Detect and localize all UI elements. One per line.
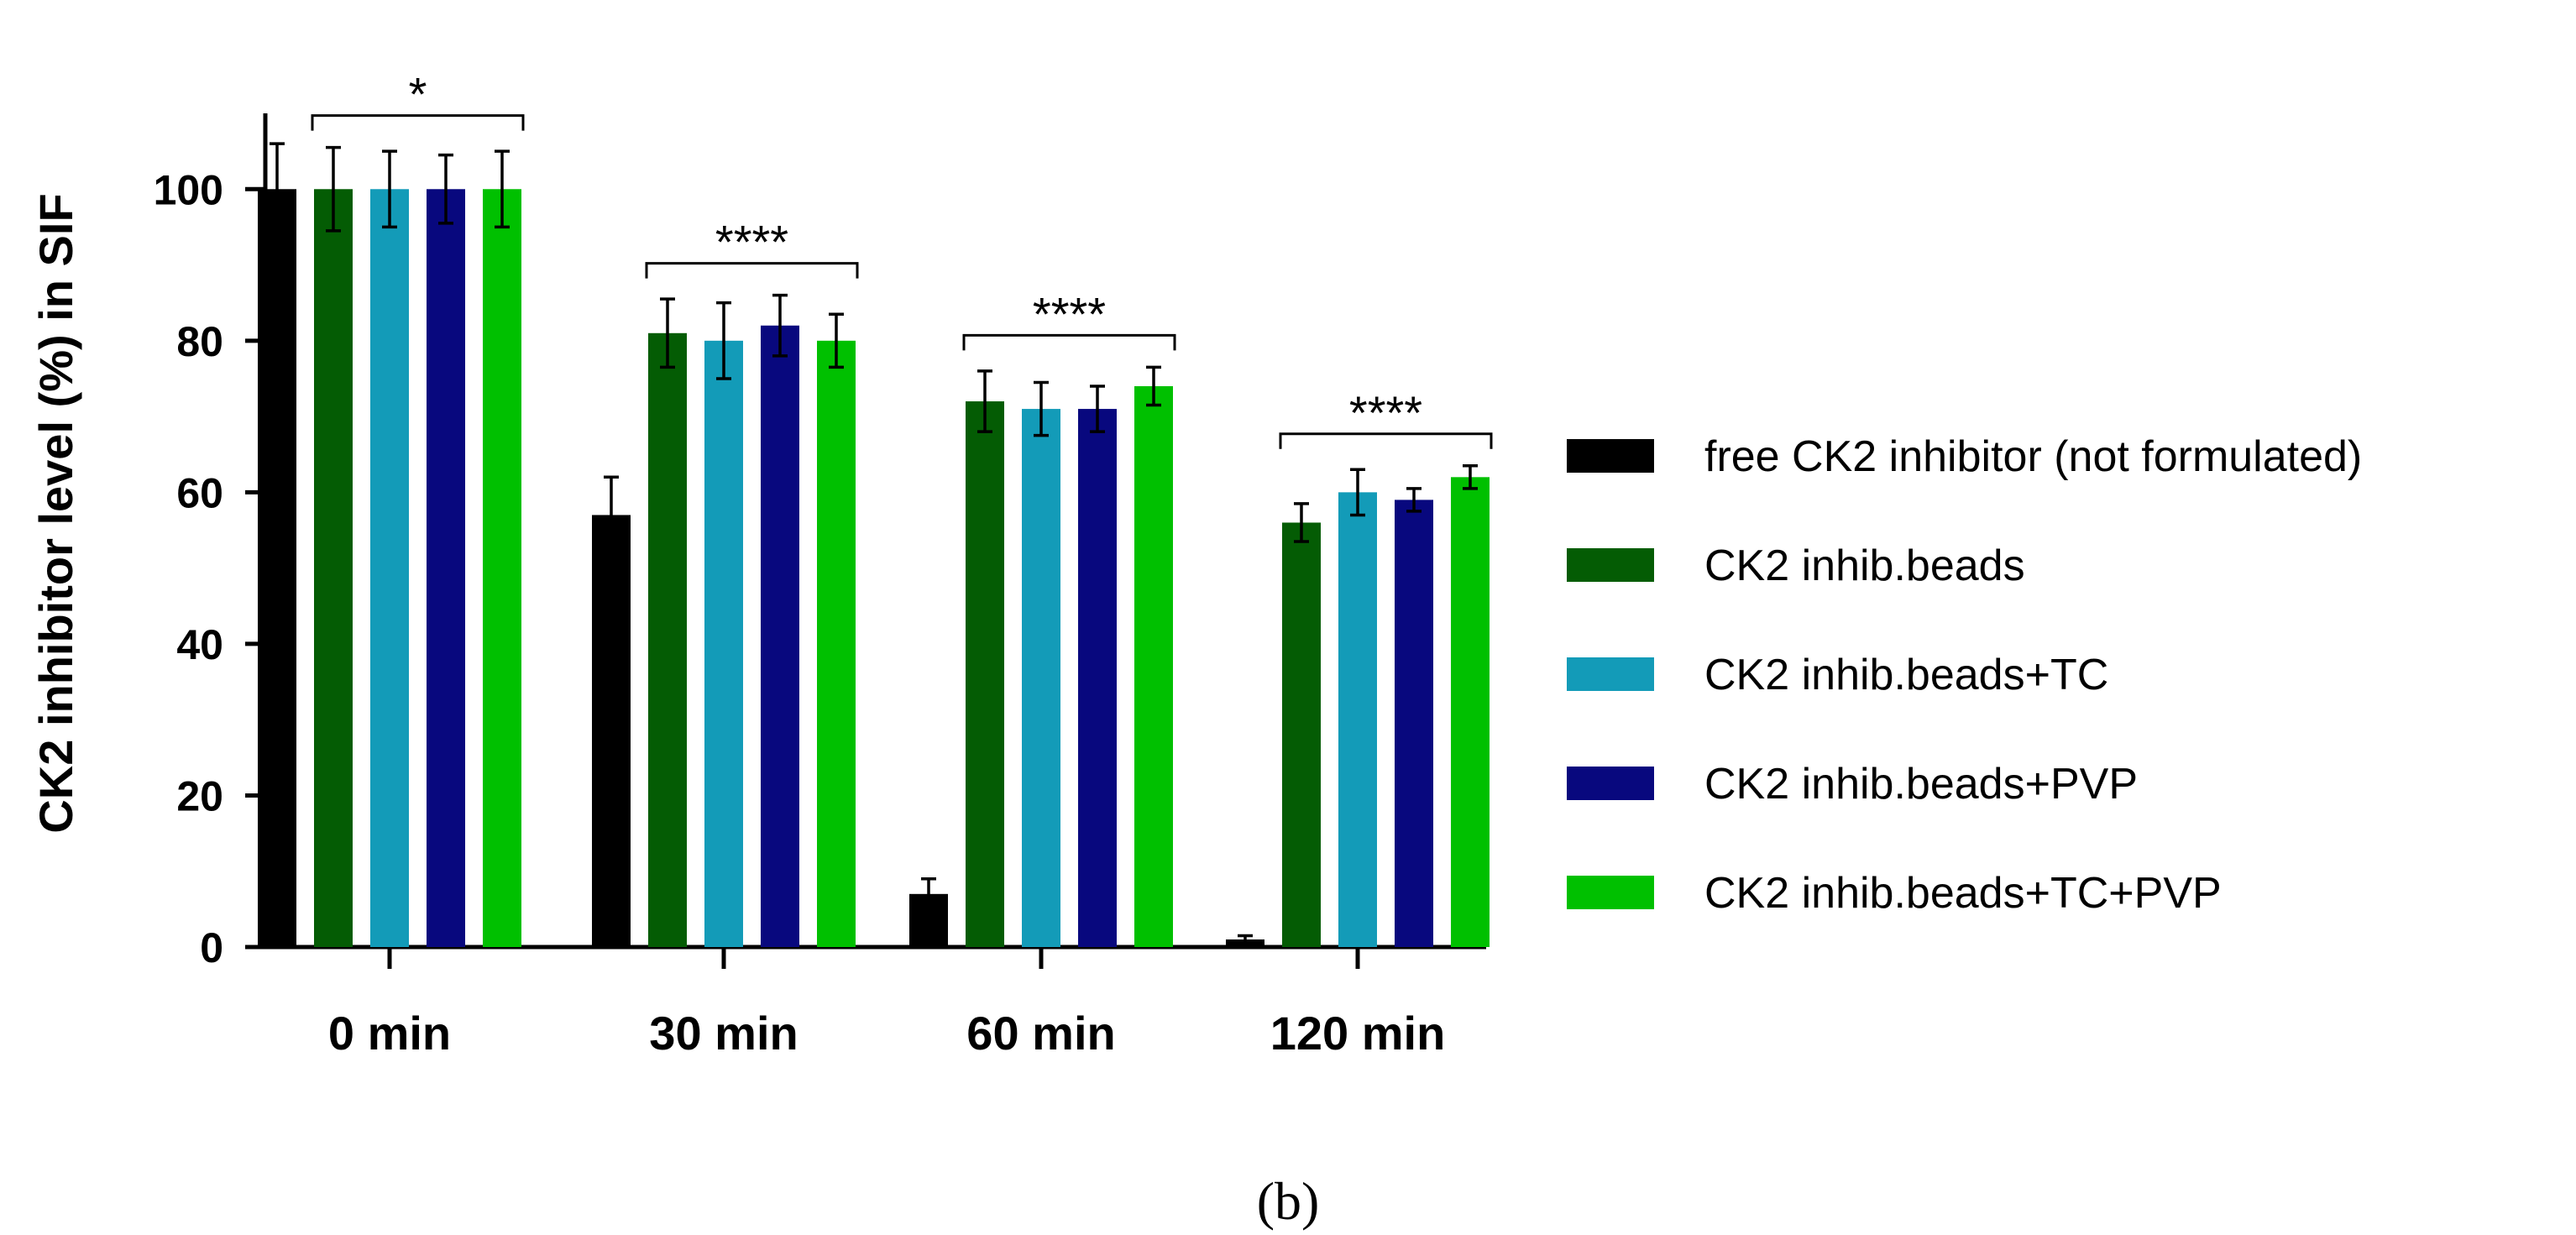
legend: free CK2 inhibitor (not formulated) CK2 i… xyxy=(1567,432,2362,918)
y-tick-label: 20 xyxy=(176,772,223,819)
bar xyxy=(592,515,631,947)
significance-label: * xyxy=(409,68,427,121)
legend-swatch xyxy=(1567,548,1654,582)
bar xyxy=(1078,409,1117,948)
bar xyxy=(370,189,409,948)
bar xyxy=(1134,385,1173,947)
legend-label: CK2 inhib.beads xyxy=(1704,542,2025,590)
y-axis-label: CK2 inhibitor level (%) in SIF xyxy=(29,193,82,833)
significance-label: **** xyxy=(1033,287,1106,340)
error-bars xyxy=(270,142,1478,945)
legend-label: CK2 inhib.beads+PVP xyxy=(1704,760,2138,809)
y-tick-label: 80 xyxy=(176,318,223,365)
bar xyxy=(258,189,296,948)
x-tick-label: 60 min xyxy=(966,1007,1115,1060)
significance-bracket xyxy=(962,333,1176,351)
bars xyxy=(258,189,1490,948)
bar xyxy=(483,189,521,948)
bar xyxy=(314,189,353,948)
legend-label: free CK2 inhibitor (not formulated) xyxy=(1704,432,2362,481)
bar xyxy=(817,340,856,947)
y-tick-label: 100 xyxy=(154,166,223,213)
significance-label: **** xyxy=(1349,386,1422,439)
x-tick-label: 30 min xyxy=(649,1007,798,1060)
bar xyxy=(648,332,687,948)
bar xyxy=(1451,477,1490,947)
significance-bracket xyxy=(1279,432,1493,449)
bar xyxy=(427,189,465,948)
significance-label: **** xyxy=(715,216,788,269)
legend-swatch xyxy=(1567,876,1654,909)
x-tick-label: 120 min xyxy=(1270,1007,1446,1060)
y-tick-label: 60 xyxy=(176,469,223,516)
bar xyxy=(704,340,743,947)
bar xyxy=(966,401,1004,947)
y-tick-label: 0 xyxy=(200,924,223,971)
bar xyxy=(1395,500,1433,947)
significance-brackets: ************* xyxy=(311,68,1493,449)
x-tick-label: 0 min xyxy=(328,1007,451,1060)
y-tick-label: 40 xyxy=(176,621,223,668)
significance-bracket xyxy=(645,262,859,279)
bar xyxy=(1282,522,1321,947)
legend-swatch xyxy=(1567,657,1654,691)
legend-label: CK2 inhib.beads+TC xyxy=(1704,651,2108,699)
bar xyxy=(1338,492,1377,947)
significance-bracket xyxy=(311,114,525,131)
legend-label: CK2 inhib.beads+TC+PVP xyxy=(1704,869,2222,918)
legend-swatch xyxy=(1567,767,1654,800)
bar xyxy=(761,325,799,947)
panel-label: (b) xyxy=(1257,1171,1320,1231)
legend-swatch xyxy=(1567,439,1654,473)
bar xyxy=(1022,409,1060,948)
